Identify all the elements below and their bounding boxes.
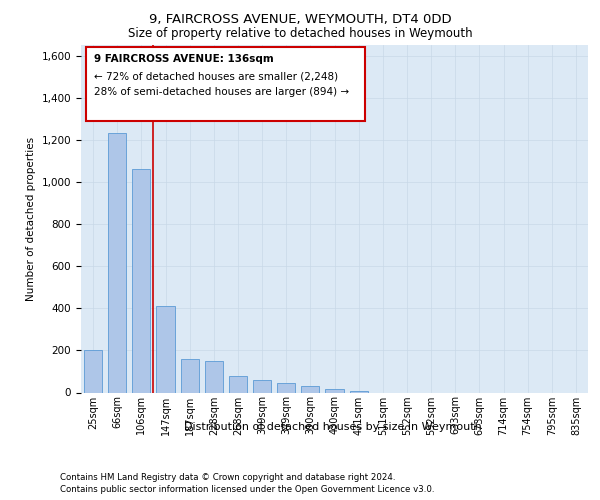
Text: 28% of semi-detached houses are larger (894) →: 28% of semi-detached houses are larger (… <box>94 88 349 98</box>
Y-axis label: Number of detached properties: Number of detached properties <box>26 136 36 301</box>
Text: Size of property relative to detached houses in Weymouth: Size of property relative to detached ho… <box>128 28 472 40</box>
Text: ← 72% of detached houses are smaller (2,248): ← 72% of detached houses are smaller (2,… <box>94 71 338 81</box>
Bar <box>253 380 271 392</box>
Bar <box>277 383 295 392</box>
Bar <box>84 350 102 393</box>
Text: 9, FAIRCROSS AVENUE, WEYMOUTH, DT4 0DD: 9, FAIRCROSS AVENUE, WEYMOUTH, DT4 0DD <box>149 12 451 26</box>
Bar <box>205 361 223 392</box>
Text: 9 FAIRCROSS AVENUE: 136sqm: 9 FAIRCROSS AVENUE: 136sqm <box>94 54 274 64</box>
Bar <box>229 376 247 392</box>
Bar <box>301 386 319 392</box>
Bar <box>133 170 151 392</box>
Bar <box>108 134 126 392</box>
FancyBboxPatch shape <box>86 46 365 122</box>
Text: Contains HM Land Registry data © Crown copyright and database right 2024.: Contains HM Land Registry data © Crown c… <box>60 474 395 482</box>
Bar <box>157 306 175 392</box>
Text: Contains public sector information licensed under the Open Government Licence v3: Contains public sector information licen… <box>60 485 434 494</box>
Bar <box>181 359 199 392</box>
Bar <box>325 390 344 392</box>
Text: Distribution of detached houses by size in Weymouth: Distribution of detached houses by size … <box>184 422 482 432</box>
